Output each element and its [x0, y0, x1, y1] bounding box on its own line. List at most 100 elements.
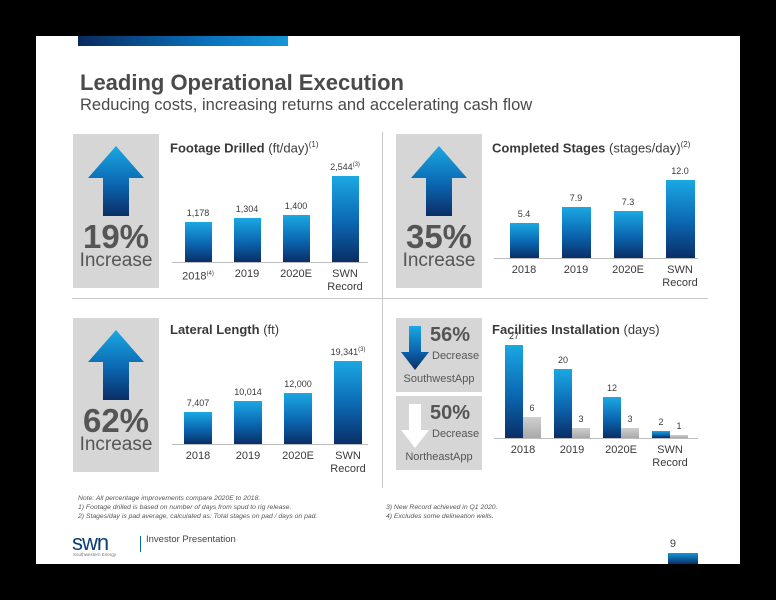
lateral-pct: 62% — [82, 402, 150, 439]
value-label: 2,544(3) — [330, 161, 360, 172]
page-accent-bar — [668, 553, 698, 564]
page-subtitle: Reducing costs, increasing returns and a… — [80, 96, 533, 114]
bar — [505, 345, 523, 438]
bar — [572, 427, 590, 438]
value-label: 3 — [578, 413, 584, 424]
value-label: 2 — [658, 417, 664, 428]
footer-text: Investor Presentation — [146, 534, 236, 545]
down-arrow-icon — [401, 404, 429, 448]
bar — [184, 412, 212, 444]
bar — [554, 369, 572, 438]
footnote-4: 4) Excludes some delineation wells. — [386, 513, 494, 520]
bar — [670, 434, 688, 438]
bar — [233, 217, 261, 262]
category-label: 2019 — [559, 444, 585, 456]
lateral-callout: 62% Increase — [73, 318, 159, 472]
down-arrow-icon — [401, 326, 429, 370]
divider-horizontal — [72, 298, 708, 299]
value-label: 6 — [529, 403, 535, 414]
northeast-callout: 50% Decrease NortheastApp — [396, 396, 482, 470]
stages-pct: 35% — [405, 218, 473, 255]
x-axis — [494, 438, 698, 439]
value-label: 5.4 — [517, 209, 531, 220]
bar — [561, 206, 591, 258]
footnotes-left: Note: All percentage improvements compar… — [78, 494, 317, 521]
x-axis — [172, 262, 368, 263]
bar — [603, 396, 621, 438]
value-label: 19,341(3) — [330, 347, 366, 358]
category-label: 2018 — [511, 264, 537, 276]
value-label: 1,178 — [186, 208, 210, 219]
up-arrow-icon — [411, 146, 467, 216]
footnotes-right: 3) New Record achieved in Q1 2020. 4) Ex… — [386, 503, 497, 521]
bar — [282, 214, 310, 262]
southwest-pct: 56% — [430, 324, 471, 346]
facilities-chart: 27 6 2018 20 3 2019 12 3 2020E 2 1 SWN Record — [494, 331, 698, 480]
category-label: 2019 — [235, 450, 261, 462]
stages-callout: 35% Increase — [396, 134, 482, 288]
value-label: 1,400 — [284, 200, 308, 211]
stages-title: Completed Stages (stages/day)(2) — [492, 140, 691, 156]
category-label: 2020E — [612, 264, 644, 276]
category-label: 2018 — [185, 450, 211, 462]
category-label: SWN Record — [662, 264, 698, 289]
value-label: 12 — [606, 382, 617, 393]
slide: Leading Operational Execution Reducing c… — [36, 36, 740, 564]
facilities-title: Facilities Installation (days) — [492, 322, 660, 337]
bar — [334, 361, 362, 444]
value-label: 1,304 — [235, 203, 259, 214]
footage-chart: 1,178 2018(4) 1,304 2019 1,400 2020E 2,544(3) S… — [172, 162, 368, 300]
northeast-word: Decrease — [432, 428, 480, 440]
bar — [523, 417, 541, 438]
x-axis — [494, 258, 698, 259]
bar — [509, 223, 539, 258]
bar — [331, 175, 359, 262]
northeast-pct: 50% — [430, 402, 471, 424]
value-label: 7.9 — [569, 192, 583, 203]
page-title: Leading Operational Execution — [80, 70, 404, 95]
category-label: 2019 — [563, 264, 589, 276]
category-label: 2020E — [282, 450, 314, 462]
lateral-chart: 7,407 2018 10,014 2019 12,000 2020E 19,341(3) S… — [172, 342, 368, 480]
southwest-label: SouthwestApp — [403, 373, 475, 385]
value-label: 12.0 — [671, 166, 689, 177]
footnote-3: 3) New Record achieved in Q1 2020. — [386, 504, 498, 511]
lateral-title: Lateral Length (ft) — [170, 322, 280, 337]
bar — [652, 431, 670, 438]
category-label: 2020E — [605, 444, 637, 456]
value-label: 10,014 — [234, 387, 262, 398]
footnote-1: 1) Footage drilled is based on number of… — [78, 504, 292, 511]
category-label: 2020E — [280, 268, 312, 280]
swn-logo: swn — [72, 530, 109, 555]
value-label: 12,000 — [284, 378, 312, 389]
footage-title: Footage Drilled (ft/day)(1) — [170, 140, 319, 156]
northeast-label: NortheastApp — [405, 451, 473, 463]
stages-pct-word: Increase — [402, 250, 476, 271]
category-label: SWN Record — [652, 444, 688, 469]
southwest-callout: 56% Decrease SouthwestApp — [396, 318, 482, 392]
page-number: 9 — [669, 538, 676, 550]
lateral-pct-word: Increase — [79, 434, 153, 455]
value-label: 7,407 — [186, 398, 210, 409]
bar — [234, 401, 262, 444]
category-label: 2018 — [510, 444, 536, 456]
footage-pct-word: Increase — [79, 250, 153, 271]
bar — [665, 180, 695, 258]
footnote-note: Note: All percentage improvements compar… — [78, 495, 261, 502]
swn-logo-sub: Southwestern Energy — [73, 552, 117, 557]
bar — [613, 210, 643, 258]
up-arrow-icon — [88, 146, 144, 216]
bar — [621, 427, 639, 438]
value-label: 27 — [508, 331, 519, 342]
x-axis — [172, 444, 368, 445]
category-label: 2018(4) — [182, 270, 214, 283]
category-label: SWN Record — [327, 268, 363, 293]
southwest-word: Decrease — [432, 350, 480, 362]
footnote-2: 2) Stages/day is pad average, calculated… — [78, 513, 318, 520]
bar — [284, 392, 312, 444]
bar — [184, 222, 212, 262]
divider-vertical — [382, 132, 383, 488]
footage-pct: 19% — [82, 218, 150, 255]
top-accent-bar — [78, 36, 288, 46]
stages-chart: 5.4 2018 7.9 2019 7.3 2020E 12.0 SWN Record — [494, 162, 698, 300]
